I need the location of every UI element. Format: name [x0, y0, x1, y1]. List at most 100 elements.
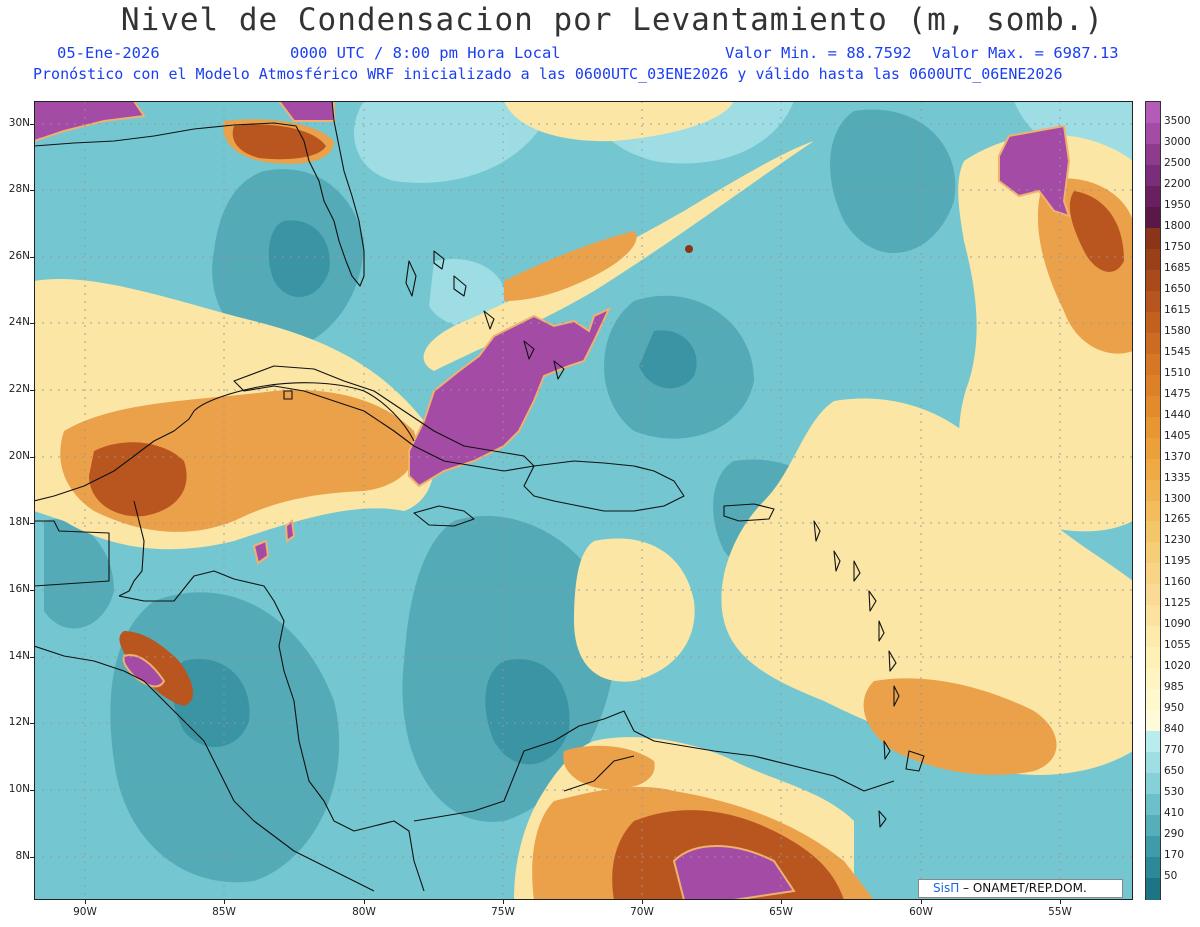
lon-label: 55W: [1048, 906, 1072, 918]
lon-tick: [503, 900, 504, 904]
lon-label: 90W: [73, 906, 97, 918]
colorbar-label: 1650: [1164, 282, 1191, 295]
lat-tick: [30, 323, 34, 324]
lat-label: 10N: [8, 783, 30, 795]
field-lowest-values: [172, 220, 697, 765]
map-header: Nivel de Condensacion por Levantamiento …: [0, 0, 1200, 100]
colorbar-cell: [1146, 227, 1160, 250]
colorbar-cell: [1146, 563, 1160, 585]
colorbar-cell: [1146, 290, 1160, 313]
lat-tick: [30, 124, 34, 125]
lon-tick: [85, 900, 86, 904]
colorbar-cell: [1146, 269, 1160, 292]
colorbar-label: 1265: [1164, 513, 1191, 526]
colorbar-label: 650: [1164, 765, 1185, 778]
lat-tick: [30, 190, 34, 191]
lat-label: 12N: [8, 716, 30, 728]
colorbar-label: 170: [1164, 849, 1185, 862]
colorbar-label: 1090: [1164, 618, 1191, 631]
colorbar-cell: [1146, 500, 1160, 523]
lon-tick: [921, 900, 922, 904]
lat-label: 8N: [15, 850, 30, 862]
colorbar-cell: [1146, 479, 1160, 502]
colorbar-cell: [1146, 605, 1160, 627]
colorbar-label: 1750: [1164, 240, 1191, 253]
lat-tick: [30, 857, 34, 858]
colorbar-cell: [1146, 248, 1160, 271]
colorbar-cell: [1146, 584, 1160, 606]
colorbar-label: 770: [1164, 744, 1185, 757]
colorbar-cell: [1146, 458, 1160, 481]
lon-tick: [1060, 900, 1061, 904]
colorbar-cell: [1146, 794, 1160, 816]
colorbar-cell: [1146, 353, 1160, 376]
lat-label: 24N: [8, 316, 30, 328]
lat-label: 22N: [8, 383, 30, 395]
lon-label: 75W: [491, 906, 515, 918]
sispi-logo: SisΠ: [933, 881, 960, 895]
lon-tick: [364, 900, 365, 904]
colorbar-cell: [1146, 752, 1160, 774]
lat-label: 14N: [8, 650, 30, 662]
colorbar-label: 290: [1164, 828, 1185, 841]
colorbar-cell: [1146, 102, 1160, 124]
lon-tick: [642, 900, 643, 904]
colorbar-label: 3000: [1164, 135, 1191, 148]
colorbar-cell: [1146, 773, 1160, 795]
map-area[interactable]: [34, 101, 1133, 900]
colorbar-cell: [1146, 689, 1160, 711]
colorbar-label: 1195: [1164, 555, 1191, 568]
lat-label: 30N: [8, 117, 30, 129]
colorbar-cell: [1146, 668, 1160, 690]
forecast-date: 05-Ene-2026: [57, 44, 160, 62]
lon-label: 80W: [352, 906, 376, 918]
field-very-high-values: [34, 101, 1071, 900]
lon-tick: [781, 900, 782, 904]
lat-label: 20N: [8, 450, 30, 462]
colorbar-label: 2500: [1164, 156, 1191, 169]
colorbar-cell: [1146, 206, 1160, 229]
colorbar-label: 1125: [1164, 597, 1191, 610]
colorbar-label: 840: [1164, 723, 1185, 736]
lon-label: 60W: [909, 906, 933, 918]
lon-label: 65W: [769, 906, 793, 918]
lat-tick: [30, 723, 34, 724]
colorbar-cell: [1146, 836, 1160, 858]
lat-tick: [30, 257, 34, 258]
colorbar-cell: [1146, 185, 1160, 208]
colorbar-cell: [1146, 815, 1160, 837]
lat-tick: [30, 523, 34, 524]
colorbar-label: 3500: [1164, 114, 1191, 127]
colorbar-label: 50: [1164, 870, 1178, 883]
lat-tick: [30, 657, 34, 658]
colorbar-label: 1335: [1164, 471, 1191, 484]
lon-tick: [224, 900, 225, 904]
colorbar-label: 1300: [1164, 492, 1191, 505]
colorbar-label: 1160: [1164, 576, 1191, 589]
lat-label: 16N: [8, 583, 30, 595]
colorbar-label: 2200: [1164, 177, 1191, 190]
lat-tick: [30, 457, 34, 458]
colorbar-cell: [1146, 731, 1160, 753]
lat-tick: [30, 790, 34, 791]
colorbar-cell: [1146, 857, 1160, 879]
colorbar-label: 1615: [1164, 303, 1191, 316]
graticule: [34, 101, 1133, 900]
colorbar-cell: [1146, 143, 1160, 166]
colorbar-label: 1510: [1164, 366, 1191, 379]
lon-label: 70W: [630, 906, 654, 918]
colorbar-label: 1685: [1164, 261, 1191, 274]
colorbar-label: 410: [1164, 807, 1185, 820]
field-spot: [685, 245, 693, 253]
colorbar-label: 1370: [1164, 450, 1191, 463]
colorbar-label: 1230: [1164, 534, 1191, 547]
colorbar-cell: [1146, 395, 1160, 418]
colorbar-label: 985: [1164, 681, 1185, 694]
coastlines: [34, 101, 925, 892]
colorbar-label: 1405: [1164, 429, 1191, 442]
colorbar-cell: [1146, 542, 1160, 564]
colorbar-cell: [1146, 374, 1160, 397]
colorbar-cell: [1146, 647, 1160, 669]
colorbar-label: 1545: [1164, 345, 1191, 358]
colorbar-cell: [1146, 521, 1160, 544]
